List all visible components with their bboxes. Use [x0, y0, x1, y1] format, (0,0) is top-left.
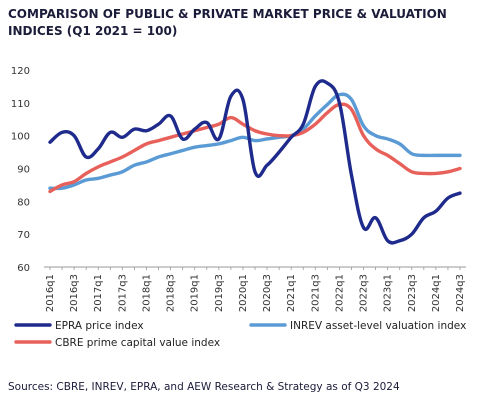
x-tick-label: 2018q3 [166, 274, 177, 312]
legend-label-epra-price-index: EPRA price index [55, 320, 144, 332]
x-tick-label: 2021q1 [286, 274, 297, 312]
x-tick-label: 2022q3 [359, 274, 370, 312]
x-tick-label: 2024q3 [455, 274, 466, 312]
x-tick-label: 2019q1 [190, 274, 201, 312]
x-tick-label: 2021q3 [310, 274, 321, 312]
x-tick-label: 2019q3 [214, 274, 225, 312]
legend-label-cbre-prime-capital-value-index: CBRE prime capital value index [55, 337, 220, 349]
source-note: Sources: CBRE, INREV, EPRA, and AEW Rese… [8, 381, 400, 393]
y-tick-label: 120 [11, 66, 30, 77]
x-tick-label: 2023q3 [407, 274, 418, 312]
y-tick-label: 80 [17, 197, 30, 208]
x-axis: 2016q1 2016q3 2017q1 2017q3 2018q1 2018q3 2019… [44, 266, 466, 312]
y-tick-label: 70 [17, 230, 30, 241]
y-tick-label: 60 [17, 263, 30, 274]
y-tick-label: 90 [17, 165, 30, 176]
series-line-cbre-prime-capital-value-index [48, 102, 462, 194]
series-line-inrev-asset-level-valuation-index [48, 92, 462, 191]
chart-title: COMPARISON OF PUBLIC & PRIVATE MARKET PR… [8, 7, 447, 38]
legend-label-inrev-asset-level-valuation-index: INREV asset-level valuation index [290, 320, 466, 332]
x-tick-label: 2022q1 [334, 274, 345, 312]
y-tick-label: 110 [11, 99, 30, 110]
x-tick-label: 2018q1 [141, 274, 152, 312]
y-tick-label: 100 [11, 132, 30, 143]
x-tick-label: 2016q1 [45, 274, 56, 312]
x-tick-label: 2017q3 [117, 274, 128, 312]
x-tick-label: 2024q1 [431, 274, 442, 312]
legend: EPRA price index INREV asset-level valuat… [14, 320, 466, 349]
x-tick-label: 2017q1 [93, 274, 104, 312]
y-axis: 60 70 80 90 100 110 120 [11, 66, 30, 274]
x-tick-label: 2020q3 [262, 274, 273, 312]
series-layer [48, 79, 462, 245]
x-tick-label: 2016q3 [69, 274, 80, 312]
x-tick-label: 2023q1 [383, 274, 394, 312]
series-line-epra-price-index [48, 79, 462, 245]
line-chart: 60 70 80 90 100 110 120 2016q1 2016q3 2017q1 2017… [11, 66, 466, 349]
x-tick-label: 2020q1 [238, 274, 249, 312]
